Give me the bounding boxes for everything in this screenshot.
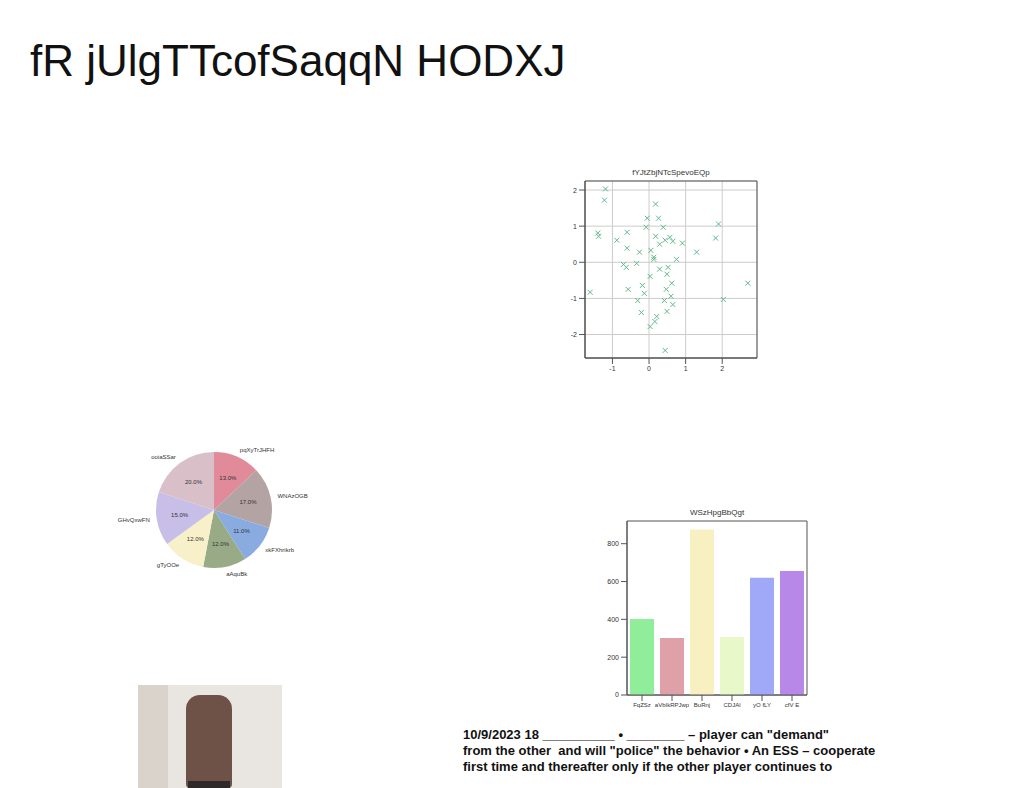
html-text:first time and thereafter only: first time and thereafter only if the ot… — [463, 759, 833, 774]
html-text:fYJtZbjNTcSpevoEQp: fYJtZbjNTcSpevoEQp — [632, 168, 710, 177]
svg-text:12.0%: 12.0% — [187, 536, 205, 542]
svg-text:WNAzOGB: WNAzOGB — [277, 493, 307, 499]
svg-text:600: 600 — [607, 578, 619, 585]
svg-text:BuRnj: BuRnj — [694, 702, 710, 708]
svg-text:0: 0 — [647, 365, 651, 372]
svg-text:13.0%: 13.0% — [219, 475, 237, 481]
svg-text:20.0%: 20.0% — [185, 479, 203, 485]
svg-text:cfV E: cfV E — [785, 702, 799, 708]
svg-text:11.0%: 11.0% — [233, 528, 250, 534]
svg-text:15.0%: 15.0% — [171, 512, 189, 518]
svg-text:aVbIkRPJwp: aVbIkRPJwp — [655, 702, 690, 708]
svg-text:200: 200 — [607, 654, 619, 661]
svg-text:xkFXhrikrb: xkFXhrikrb — [265, 547, 294, 553]
svg-text:0: 0 — [615, 691, 619, 698]
svg-text:FqZSz: FqZSz — [633, 702, 651, 708]
svg-text:pqXyTrJHFH: pqXyTrJHFH — [240, 447, 274, 453]
svg-text:-1: -1 — [609, 365, 615, 372]
svg-text:17.0%: 17.0% — [239, 499, 257, 505]
html-text:WSzHpgBbQgt: WSzHpgBbQgt — [689, 508, 745, 517]
html-text:from the other and will "polic: from the other and will "police" the beh… — [463, 743, 876, 758]
svg-text:0: 0 — [573, 259, 577, 266]
svg-text:ooiaSSar: ooiaSSar — [151, 454, 176, 460]
html-text:10/9/2023 18 __________ • ____: 10/9/2023 18 __________ • ________ – pla… — [463, 727, 829, 742]
svg-text:-2: -2 — [571, 331, 577, 338]
svg-text:-1: -1 — [571, 295, 577, 302]
svg-text:CDJAl: CDJAl — [723, 702, 740, 708]
svg-text:12.0%: 12.0% — [212, 541, 230, 547]
svg-text:2: 2 — [573, 187, 577, 194]
html-text:fR jUlgTTcofSaqqN HODXJ: fR jUlgTTcofSaqqN HODXJ — [30, 36, 566, 85]
svg-text:2: 2 — [720, 365, 724, 372]
svg-text:800: 800 — [607, 540, 619, 547]
svg-text:yO fLY: yO fLY — [753, 702, 771, 708]
svg-text:aAquBk: aAquBk — [226, 571, 248, 577]
svg-text:gTyOOe: gTyOOe — [157, 562, 180, 568]
svg-text:GHvQxwFN: GHvQxwFN — [118, 517, 150, 523]
svg-text:1: 1 — [684, 365, 688, 372]
svg-text:400: 400 — [607, 616, 619, 623]
svg-text:1: 1 — [573, 223, 577, 230]
